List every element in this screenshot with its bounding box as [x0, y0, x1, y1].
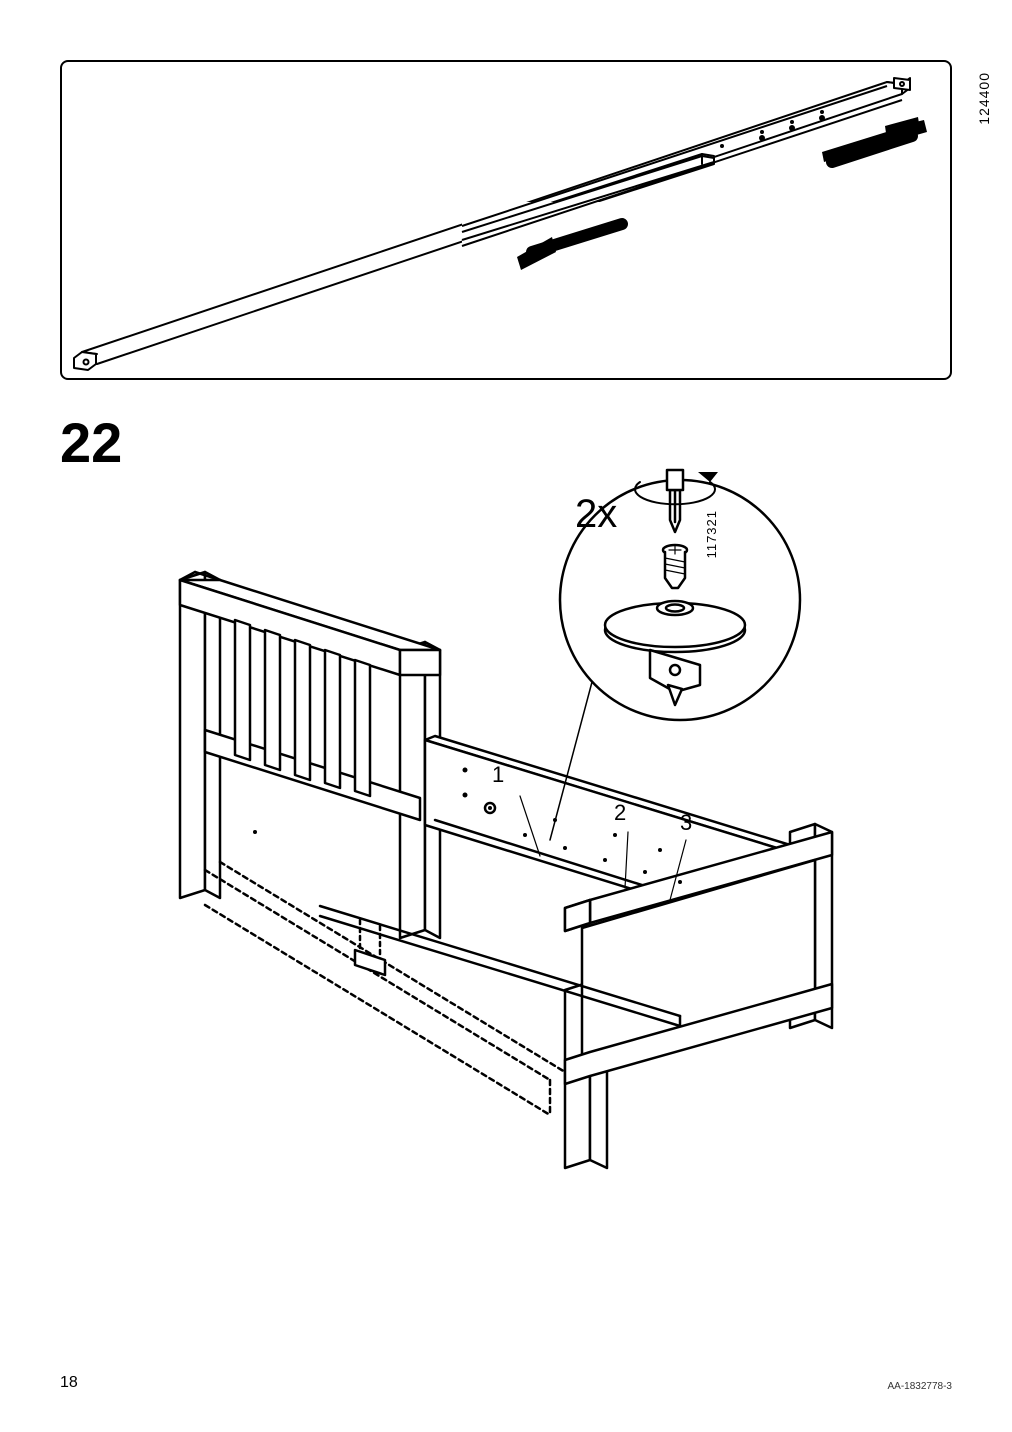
screw-icon [663, 545, 687, 588]
bed-frame-illustration [120, 460, 920, 1180]
document-id: AA-1832778-3 [888, 1381, 953, 1392]
step-number: 22 [60, 410, 122, 475]
page-number: 18 [60, 1374, 78, 1392]
rail-illustration [62, 62, 950, 378]
screw-quantity: 2x [575, 492, 617, 537]
arrow-right-icon [832, 120, 927, 162]
hole-marker-1: 1 [492, 762, 504, 788]
instruction-page: 124400 22 [0, 0, 1012, 1432]
top-panel-frame [60, 60, 952, 380]
hole-marker-2: 2 [614, 800, 626, 826]
top-part-id: 124400 [976, 72, 992, 125]
screw-part-id: 117321 [704, 510, 719, 558]
hole-marker-3: 3 [680, 810, 692, 836]
